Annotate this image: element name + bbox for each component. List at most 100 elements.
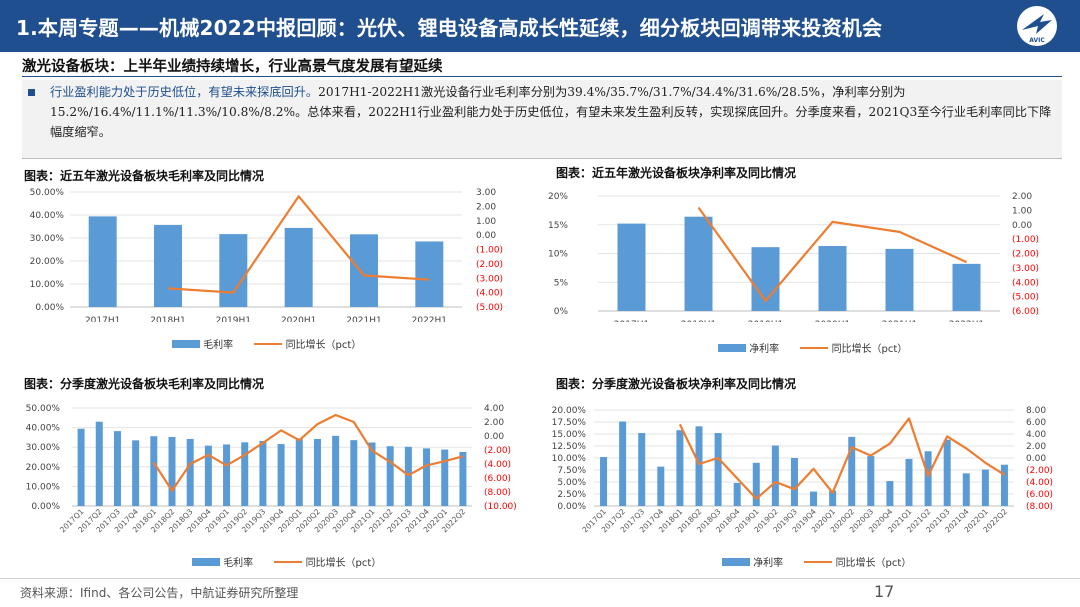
- left-tick-label: 0.00%: [557, 502, 586, 512]
- chart2-legend: 净利率 同比增长（pct）: [718, 340, 925, 355]
- bar: [885, 248, 914, 311]
- bar: [313, 438, 321, 506]
- chart4-net-margin-quarterly: 0.00% 2.50% 5.00% 7.50% 10.00% 12.50% 15.00% 17…: [552, 406, 1053, 534]
- summary-body: 2017H1-2022H1激光设备行业毛利率分别为39.4%/35.7%/31.…: [50, 85, 1052, 139]
- bar: [459, 451, 467, 506]
- left-tick-label: 40.00%: [26, 424, 61, 434]
- bar: [638, 433, 646, 506]
- left-tick-label: 10.00%: [30, 280, 65, 290]
- bar: [415, 241, 444, 307]
- right-tick-label: (10.00): [484, 502, 517, 512]
- legend-line-swatch: [804, 560, 833, 563]
- bar: [676, 430, 684, 506]
- bar: [295, 438, 303, 506]
- left-tick-label: 17.50%: [552, 418, 587, 428]
- bar: [771, 445, 779, 506]
- bar: [259, 440, 267, 506]
- left-tick-label: 40.00%: [30, 211, 65, 221]
- bar: [95, 421, 103, 506]
- bar: [886, 481, 894, 506]
- bar: [952, 263, 981, 311]
- bar: [88, 216, 117, 307]
- category-label: 2021H1: [882, 320, 917, 322]
- right-tick-label: 0.00: [1026, 454, 1046, 464]
- legend-bar-swatch: [718, 343, 746, 352]
- right-tick-label: 0.00: [1012, 221, 1032, 231]
- chart2-net-margin-annual: 0% 5% 10% 15% 20% (6.00) (5.00) (4.00) (3.00) (2.…: [548, 192, 1039, 322]
- page-title: 1.本周专题——机械2022中报回顾：光伏、锂电设备高成长性延续，细分板块回调带…: [16, 16, 883, 40]
- chart1-legend: 毛利率 同比增长（pct）: [172, 336, 379, 351]
- left-tick-label: 12.50%: [552, 442, 587, 452]
- bar: [752, 462, 760, 506]
- yoy-line: [678, 417, 1006, 500]
- bar: [404, 446, 412, 506]
- category-label: 2020H1: [815, 320, 850, 322]
- bar: [943, 439, 951, 506]
- left-tick-label: 20.00%: [26, 463, 61, 473]
- category-label: 2017H1: [85, 316, 120, 322]
- left-tick-label: 5.00%: [557, 478, 586, 488]
- bar: [695, 426, 703, 506]
- chart3-gross-margin-quarterly: 0.00% 10.00% 20.00% 30.00% 40.00% 50.00% (10.0…: [26, 404, 517, 534]
- right-tick-label: 2.00: [476, 202, 496, 212]
- left-tick-label: 50.00%: [26, 404, 61, 414]
- right-tick-label: (4.00): [1012, 278, 1039, 288]
- bar: [168, 437, 176, 506]
- legend-line-swatch: [274, 560, 303, 563]
- bar: [332, 435, 340, 506]
- bullet-square-icon: [28, 89, 35, 96]
- left-tick-label: 15%: [548, 221, 568, 231]
- summary-highlight: 行业盈利能力处于历史低位，有望未来探底回升。: [50, 85, 319, 99]
- right-tick-label: (6.00): [1012, 307, 1039, 317]
- right-tick-label: (2.00): [476, 260, 503, 270]
- category-label: 2017H1: [614, 320, 649, 322]
- bar: [241, 442, 249, 506]
- avic-logo: AVIC: [1017, 6, 1057, 46]
- page-number: 17: [874, 582, 895, 601]
- right-tick-label: (2.00): [484, 446, 511, 456]
- bar: [150, 436, 158, 506]
- left-tick-label: 50.00%: [30, 188, 65, 198]
- bar: [818, 246, 847, 311]
- legend-bar-label: 净利率: [753, 558, 784, 569]
- bar: [790, 458, 798, 506]
- bar: [350, 440, 358, 506]
- bar: [368, 442, 376, 506]
- left-tick-label: 10%: [548, 250, 568, 260]
- left-tick-label: 20%: [548, 192, 568, 202]
- bar: [810, 491, 818, 506]
- legend-line-label: 同比增长（pct）: [285, 340, 362, 351]
- legend-line-label: 同比增长（pct）: [835, 558, 912, 569]
- category-label: 2019H1: [748, 320, 783, 322]
- bar: [867, 456, 875, 506]
- legend-line-label: 同比增长（pct）: [305, 558, 382, 569]
- left-tick-label: 20.00%: [552, 406, 587, 416]
- right-tick-label: (3.00): [476, 274, 503, 284]
- bar: [1000, 464, 1008, 506]
- category-label: 2022H1: [949, 320, 984, 322]
- right-tick-label: 0.00: [476, 231, 496, 241]
- bar: [441, 449, 449, 506]
- right-tick-label: 2.00: [1012, 192, 1032, 202]
- left-tick-label: 30.00%: [26, 443, 61, 453]
- chart3-title: 图表：分季度激光设备板块毛利率及同比情况: [24, 377, 265, 391]
- category-label: 2022H1: [412, 316, 447, 322]
- right-tick-label: (1.00): [476, 246, 503, 256]
- right-tick-label: (6.00): [1026, 490, 1053, 500]
- right-tick-label: (5.00): [476, 303, 503, 313]
- bar: [600, 457, 608, 506]
- right-tick-label: 8.00: [1026, 406, 1046, 416]
- left-tick-label: 10.00%: [26, 482, 61, 492]
- bar: [154, 224, 182, 307]
- section-divider: [22, 76, 1062, 77]
- chart3-legend: 毛利率 同比增长（pct）: [192, 554, 399, 569]
- right-tick-label: 2.00: [484, 418, 504, 428]
- bar: [350, 234, 378, 307]
- bar: [924, 451, 932, 506]
- right-tick-label: 4.00: [1026, 430, 1046, 440]
- source-note: 资料来源：Ifind、各公司公告，中航证券研究所整理: [20, 586, 299, 600]
- chart4-title: 图表：分季度激光设备板块净利率及同比情况: [556, 377, 797, 391]
- chart1-gross-margin-annual: 0.00% 10.00% 20.00% 30.00% 40.00% 50.00% (5.00…: [30, 188, 503, 322]
- left-tick-label: 5%: [554, 278, 569, 288]
- left-tick-label: 20.00%: [30, 257, 65, 267]
